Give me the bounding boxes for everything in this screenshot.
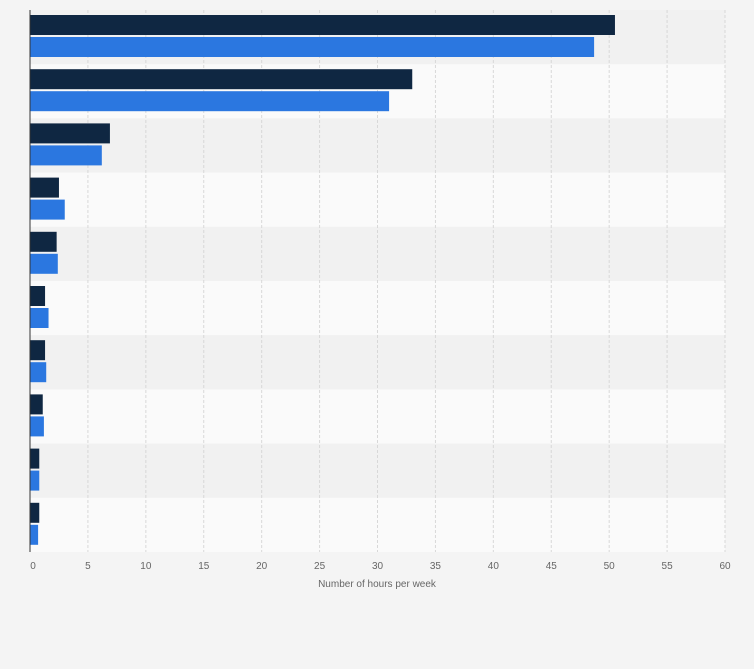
x-tick-label: 5	[85, 561, 91, 572]
x-tick-label: 40	[488, 561, 500, 572]
bar-series-1[interactable]	[30, 15, 615, 35]
bar-series-2[interactable]	[30, 470, 40, 491]
bar-series-1[interactable]	[30, 286, 46, 306]
bar-series-2[interactable]	[30, 37, 595, 57]
x-tick-label: 0	[30, 561, 36, 572]
bar-series-2[interactable]	[30, 362, 47, 383]
x-tick-label: 55	[662, 561, 674, 572]
x-tick-label: 30	[372, 561, 384, 572]
x-tick-label: 35	[430, 561, 442, 572]
bar-series-1[interactable]	[30, 448, 40, 469]
x-tick-label: 20	[256, 561, 268, 572]
bar-series-2[interactable]	[30, 416, 44, 437]
bar-series-2[interactable]	[30, 253, 58, 274]
bar-series-2[interactable]	[30, 308, 49, 328]
bar-series-1[interactable]	[30, 340, 46, 361]
bar-series-2[interactable]	[30, 145, 102, 166]
bars	[30, 15, 615, 545]
bar-series-1[interactable]	[30, 231, 57, 252]
bar-series-2[interactable]	[30, 199, 65, 220]
x-tick-labels: 0 5 10 15 20 25 30 35 40 45 50 55 60	[30, 561, 731, 572]
bar-series-1[interactable]	[30, 123, 110, 144]
bar-series-1[interactable]	[30, 177, 59, 198]
x-tick-label: 25	[314, 561, 326, 572]
x-tick-label: 10	[140, 561, 152, 572]
bar-series-1[interactable]	[30, 502, 40, 523]
x-axis-label: Number of hours per week	[318, 579, 437, 590]
x-tick-label: 15	[198, 561, 210, 572]
bar-series-2[interactable]	[30, 91, 390, 112]
x-tick-label: 45	[546, 561, 558, 572]
bar-series-1[interactable]	[30, 69, 413, 90]
x-tick-label: 60	[719, 561, 731, 572]
x-tick-label: 50	[604, 561, 616, 572]
bar-series-1[interactable]	[30, 394, 43, 415]
bar-series-2[interactable]	[30, 524, 39, 545]
